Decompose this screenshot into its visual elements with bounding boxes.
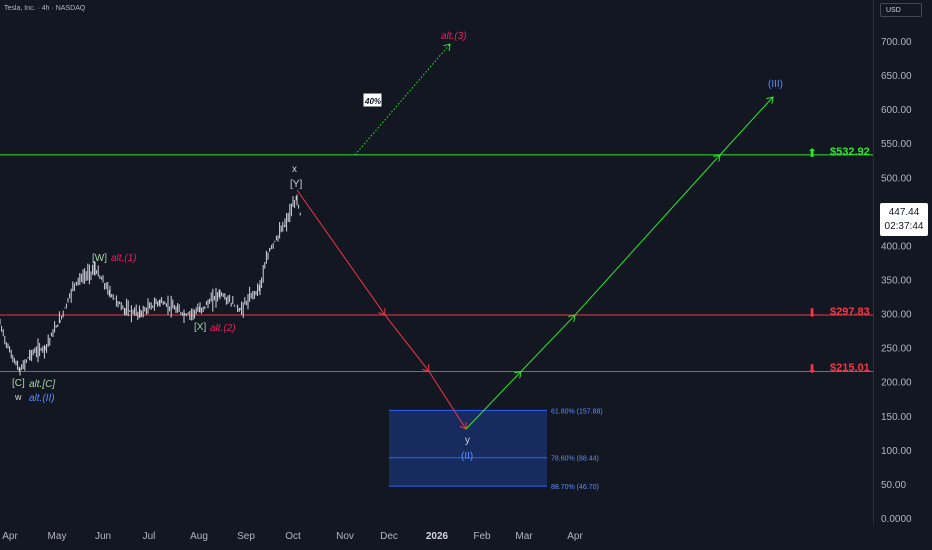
x-tick-label: Sep [237, 531, 255, 542]
currency-selector[interactable]: USD [880, 3, 922, 17]
level-price-label: $215.01 [830, 362, 870, 375]
symbol-header: Tesla, Inc. · 4h · NASDAQ [4, 5, 86, 12]
x-tick-label: Apr [2, 531, 18, 542]
red-projection-segment [384, 314, 429, 371]
fib-zone: 61.80% (157.88) 78.60% (88.44) 88.70% (46.… [389, 408, 603, 491]
y-tick-label: 550.00 [881, 139, 912, 150]
last-price: 447.44 [888, 207, 920, 218]
y-axis-ticks: 700.00650.00600.00550.00500.00450.00400.… [881, 37, 912, 525]
x-tick-label: Aug [190, 531, 208, 542]
wave-label-alt2: alt.(2) [210, 323, 236, 334]
countdown: 02:37:44 [884, 221, 924, 232]
wave-label-altc: alt.[C] [29, 379, 55, 390]
red-projection-segment [296, 189, 385, 315]
green-projection-segment [719, 97, 773, 156]
y-tick-label: 150.00 [881, 412, 912, 423]
x-tick-label: Dec [380, 531, 398, 542]
wave-label-iii: (III) [768, 79, 783, 90]
wave-label-x: x [292, 164, 297, 175]
x-tick-label: 2026 [426, 531, 449, 542]
x-axis-ticks: Apr May Jun Jul Aug Sep Oct Nov Dec 2026 Feb Mar Apr [2, 531, 583, 542]
arrow-down-icon: ⬇ [807, 306, 818, 321]
wave-label-ii: (II) [461, 451, 473, 462]
wave-label-c: [C] [12, 378, 25, 389]
wave-label-w: [W] [92, 253, 107, 264]
y-tick-label: 350.00 [881, 276, 912, 287]
y-tick-label: 250.00 [881, 344, 912, 355]
last-price-box: 447.44 02:37:44 [880, 203, 928, 236]
wave-label-alt3: alt.(3) [441, 31, 467, 42]
level-price-label: $532.92 [830, 145, 870, 158]
x-tick-label: Feb [473, 531, 491, 542]
x-tick-label: Mar [515, 531, 533, 542]
fib-label: 88.70% (46.70) [551, 484, 599, 491]
green-projection-segment [520, 315, 575, 372]
red-projection-segment [428, 371, 466, 429]
x-tick-label: Oct [285, 531, 301, 542]
arrow-down-icon: ⬇ [807, 362, 818, 377]
y-tick-label: 400.00 [881, 241, 912, 252]
y-tick-label: 600.00 [881, 105, 912, 116]
price-axis-divider [873, 0, 874, 525]
y-tick-label: 50.00 [881, 480, 906, 491]
y-tick-label: 500.00 [881, 173, 912, 184]
level-price-label: $297.83 [830, 306, 870, 319]
fib-box [389, 410, 547, 487]
wave-label-x-bracket: [X] [194, 322, 206, 333]
y-tick-label: 100.00 [881, 446, 912, 457]
projection-arrows [296, 44, 773, 430]
percent-label: 40% [364, 97, 381, 106]
fib-label: 61.80% (157.88) [551, 408, 603, 415]
price-candles [0, 194, 301, 376]
wave-label-altii: alt.(II) [29, 393, 55, 404]
y-tick-label: 700.00 [881, 37, 912, 48]
green-projection-segment [574, 155, 720, 316]
horizontal-levels [0, 154, 873, 372]
wave-label-alt1: alt.(1) [111, 253, 137, 264]
wave-labels: x [Y] [W] alt.(1) [X] alt.(2) [C] alt.[C] w alt.(… [12, 31, 783, 462]
y-tick-label: 300.00 [881, 310, 912, 321]
y-tick-label: 650.00 [881, 71, 912, 82]
x-tick-label: Jun [95, 531, 111, 542]
y-tick-label: 0.0000 [881, 514, 912, 525]
percent-box [362, 92, 383, 108]
y-tick-label: 200.00 [881, 378, 912, 389]
wave-label-w-small: w [14, 392, 22, 402]
arrow-up-icon: ⬆ [807, 145, 818, 160]
wave-label-y: y [465, 435, 470, 446]
fib-label: 78.60% (88.44) [551, 456, 599, 463]
x-tick-label: Nov [336, 531, 354, 542]
wave-label-y-bracket: [Y] [290, 179, 302, 190]
green-projection-segment [465, 371, 521, 430]
x-tick-label: Jul [143, 531, 156, 542]
x-tick-label: May [48, 531, 67, 542]
x-tick-label: Apr [567, 531, 583, 542]
